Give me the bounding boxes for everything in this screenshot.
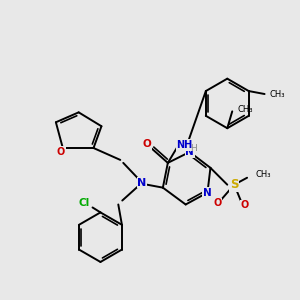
Text: O: O bbox=[143, 139, 152, 149]
Text: CH₃: CH₃ bbox=[237, 105, 253, 114]
Text: O: O bbox=[213, 199, 221, 208]
Text: O: O bbox=[241, 200, 249, 211]
Text: N: N bbox=[203, 188, 212, 198]
Text: S: S bbox=[230, 178, 238, 191]
Text: CH₃: CH₃ bbox=[255, 170, 271, 179]
Text: N: N bbox=[137, 178, 147, 188]
Text: Cl: Cl bbox=[79, 197, 90, 208]
Text: O: O bbox=[57, 147, 65, 157]
Text: NH: NH bbox=[177, 140, 193, 150]
Text: CH₃: CH₃ bbox=[269, 89, 285, 98]
Text: H: H bbox=[190, 143, 197, 152]
Text: N: N bbox=[185, 147, 194, 157]
